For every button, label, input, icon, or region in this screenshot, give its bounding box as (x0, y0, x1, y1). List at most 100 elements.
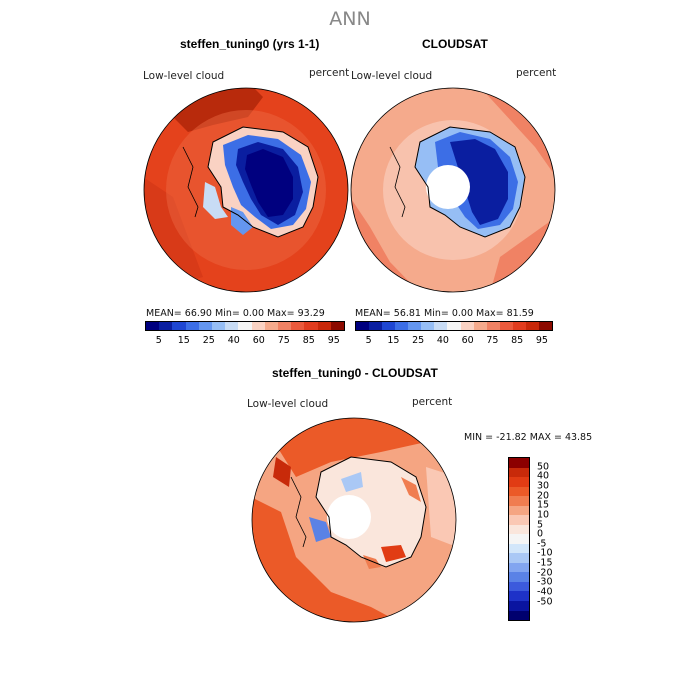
panel2-colorbar-swatch (369, 322, 383, 330)
panel1-colorbar-swatch (185, 322, 199, 330)
panel2-variable-label: Low-level cloud (351, 70, 433, 82)
panel3-colorbar-swatch (509, 572, 529, 582)
panel1-colorbar-tick-label: 25 (202, 335, 215, 346)
panel3-colorbar-swatch (509, 610, 529, 621)
panel1-colorbar-swatch (159, 322, 173, 330)
panel3-colorbar-tick-label: -20 (537, 567, 553, 579)
panel3-colorbar-swatch (509, 553, 529, 563)
panel1-colorbar-tick-label: 75 (277, 335, 290, 346)
panel3-title: steffen_tuning0 - CLOUDSAT (272, 366, 438, 380)
panel2-colorbar-tick-label: 25 (412, 335, 425, 346)
panel2-colorbar-ticks: 5 15 25 40 60 75 85 95 (355, 335, 553, 349)
panel3-polar-map (251, 417, 457, 623)
panel2-colorbar-tick-label: 5 (365, 335, 372, 346)
panel3-colorbar-tick-label: -50 (537, 596, 553, 608)
panel2-colorbar-swatch (512, 322, 526, 330)
panel3-colorbar-tick-label: -15 (537, 557, 553, 569)
panel1-colorbar-tick-label: 40 (227, 335, 240, 346)
panel1-colorbar-swatch (225, 322, 239, 330)
panel1-colorbar-tick-label: 5 (155, 335, 162, 346)
panel2-colorbar-swatch (486, 322, 500, 330)
panel2-colorbar-swatch (434, 322, 448, 330)
panel1-colorbar-swatch (146, 322, 160, 330)
panel3-colorbar-swatch (509, 505, 529, 516)
panel1-colorbar-ticks: 5 15 25 40 60 75 85 95 (145, 335, 345, 349)
panel3-colorbar-ticks: 50 40 30 20 15 10 5 0 -5 -10 -15 -20 -30 -40 -50 (537, 457, 577, 621)
panel1-title: steffen_tuning0 (yrs 1-1) (180, 37, 320, 51)
panel3-colorbar-swatch (509, 600, 529, 611)
panel1-colorbar-swatch (238, 322, 252, 330)
panel1-units-label: percent (309, 67, 350, 79)
panel2-colorbar-tick-label: 95 (535, 335, 548, 346)
panel2-colorbar-swatch (382, 322, 396, 330)
panel1-colorbar-swatch (317, 322, 331, 330)
panel3-colorbar-tick-label: -5 (537, 538, 547, 550)
panel2-polar-map (350, 87, 556, 293)
panel1-colorbar-swatch (212, 322, 226, 330)
panel1-colorbar (145, 321, 345, 331)
panel3-colorbar-tick-label: -10 (537, 547, 553, 559)
panel3-stats: MIN = -21.82 MAX = 43.85 (464, 432, 593, 443)
panel3-colorbar-swatch (509, 458, 529, 468)
panel1-colorbar-swatch (198, 322, 213, 330)
panel2-colorbar-tick-label: 15 (387, 335, 400, 346)
panel2-colorbar (355, 321, 553, 331)
panel2-colorbar-swatch (499, 322, 513, 330)
panel2-title: CLOUDSAT (422, 37, 488, 51)
panel3-colorbar-swatch (509, 467, 529, 478)
panel1-colorbar-swatch (291, 322, 305, 330)
panel1-stats: MEAN= 66.90 Min= 0.00 Max= 93.29 (146, 308, 325, 319)
panel1-colorbar-tick-label: 85 (302, 335, 315, 346)
panel1-colorbar-swatch (172, 322, 186, 330)
panel1-colorbar-swatch (264, 322, 279, 330)
panel3-colorbar-swatch (509, 562, 529, 573)
panel2-colorbar-swatch (356, 322, 370, 330)
panel1-colorbar-swatch (278, 322, 292, 330)
panel3-colorbar-tick-label: 20 (537, 490, 550, 502)
panel3-colorbar-tick-label: 40 (537, 470, 550, 482)
panel1-colorbar-swatch (251, 322, 265, 330)
panel2-colorbar-swatch (460, 322, 474, 330)
panel2-stats: MEAN= 56.81 Min= 0.00 Max= 81.59 (355, 308, 534, 319)
panel3-colorbar-swatch (509, 524, 529, 535)
panel3-colorbar-swatch (509, 581, 529, 592)
panel2-colorbar-swatch (473, 322, 487, 330)
panel2-colorbar-swatch (408, 322, 422, 330)
panel3-colorbar-swatch (509, 534, 529, 544)
panel3-colorbar-swatch (509, 486, 529, 497)
panel2-units-label: percent (516, 67, 557, 79)
panel1-colorbar-swatch (304, 322, 318, 330)
panel3-colorbar-tick-label: 0 (537, 528, 544, 540)
panel2-colorbar-tick-label: 85 (511, 335, 524, 346)
panel3-colorbar-tick-label: -30 (537, 576, 553, 588)
panel1-colorbar-tick-label: 95 (327, 335, 340, 346)
panel3-colorbar-tick-label: 5 (537, 519, 544, 531)
panel3-colorbar (508, 457, 530, 621)
panel1-colorbar-tick-label: 60 (252, 335, 265, 346)
panel2-colorbar-tick-label: 75 (486, 335, 499, 346)
panel3-colorbar-tick-label: 10 (537, 509, 550, 521)
panel3-colorbar-swatch (509, 477, 529, 487)
figure-title: ANN (329, 8, 371, 30)
panel3-colorbar-swatch (509, 591, 529, 601)
panel3-colorbar-tick-label: -40 (537, 586, 553, 598)
panel3-colorbar-tick-label: 50 (537, 461, 550, 473)
panel2-colorbar-tick-label: 60 (461, 335, 474, 346)
panel3-variable-label: Low-level cloud (247, 398, 329, 410)
panel2-colorbar-swatch (525, 322, 539, 330)
panel3-colorbar-tick-label: 15 (537, 499, 550, 511)
panel3-colorbar-swatch (509, 496, 529, 506)
panel2-colorbar-swatch (447, 322, 461, 330)
panel2-colorbar-swatch (421, 322, 435, 330)
panel1-colorbar-tick-label: 15 (177, 335, 190, 346)
panel3-colorbar-swatch (509, 515, 529, 525)
panel2-colorbar-tick-label: 40 (436, 335, 449, 346)
panel3-units-label: percent (412, 396, 453, 408)
panel3-colorbar-tick-label: 30 (537, 480, 550, 492)
panel1-colorbar-swatch (330, 322, 345, 330)
panel1-polar-map (143, 87, 349, 293)
panel2-colorbar-swatch (395, 322, 409, 330)
panel1-variable-label: Low-level cloud (143, 70, 225, 82)
panel2-colorbar-swatch (538, 322, 552, 330)
